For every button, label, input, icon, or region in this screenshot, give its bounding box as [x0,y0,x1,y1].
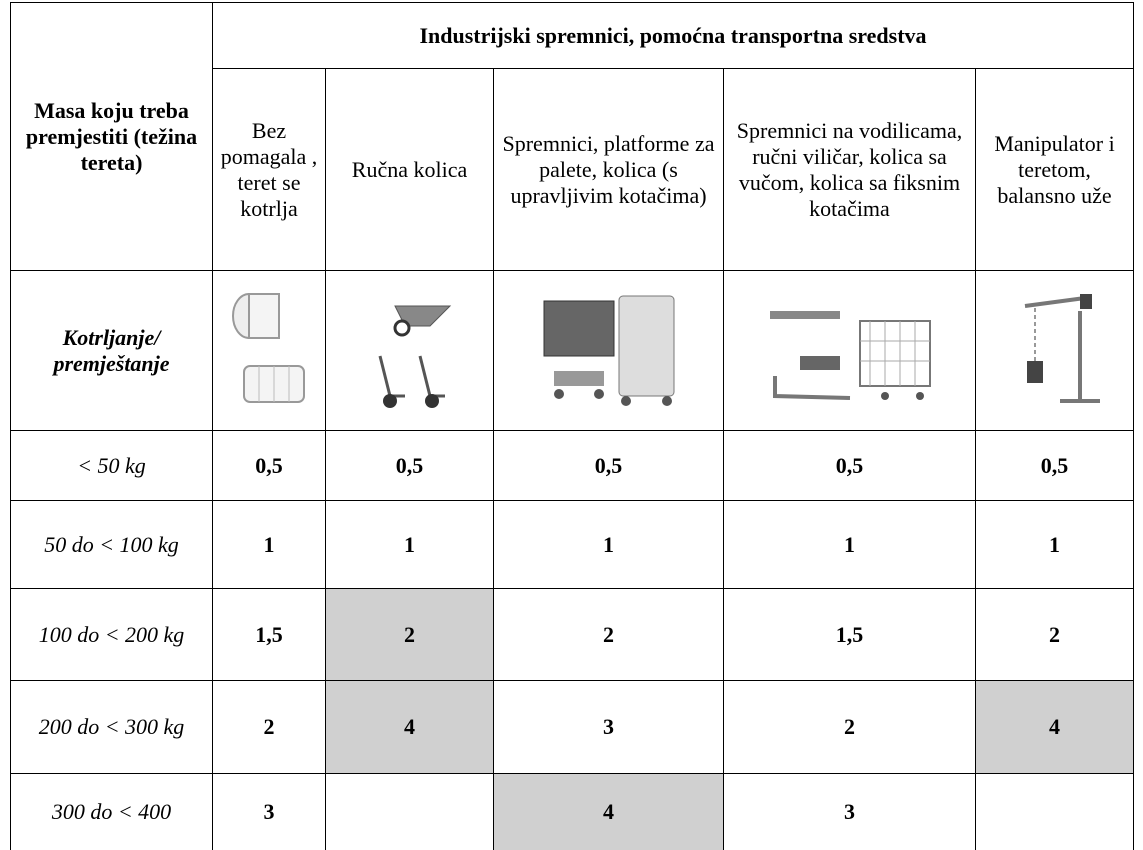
column-header: Manipulator i teretom, balansno uže [975,68,1134,271]
manipulator-icon [1024,293,1100,403]
data-row: 50 do < 100 kg 1 1 1 1 1 [10,500,1134,589]
value-cell: 1 [975,500,1134,589]
image-cell [325,270,494,431]
container-icon [543,295,674,406]
image-cell [975,270,1134,431]
value-cell: 0,5 [975,430,1134,501]
row-label: 200 do < 300 kg [10,680,213,774]
image-cell [493,270,724,431]
value-cell: 3 [723,773,976,850]
trolley-icon [769,310,931,400]
value-cell: 2 [975,588,1134,681]
group-title: Industrijski spremnici, pomoćna transpor… [212,2,1134,69]
value-cell [325,773,494,850]
image-cell [212,270,326,431]
value-cell [975,773,1134,850]
value-cell: 0,5 [493,430,724,501]
value-cell: 4 [493,773,724,850]
image-row: Kotrljanje/ premještanje [10,270,1134,431]
value-cell: 1 [325,500,494,589]
value-cell: 1,5 [212,588,326,681]
row-label: 100 do < 200 kg [10,588,213,681]
value-cell: 0,5 [723,430,976,501]
data-row: 300 do < 400 3 4 3 [10,773,1134,850]
value-cell: 0,5 [325,430,494,501]
value-cell: 1 [493,500,724,589]
column-header: Ručna kolica [325,68,494,271]
image-row-label: Kotrljanje/ premještanje [10,270,213,431]
mass-label: Masa koju treba premjestiti (težina tere… [10,2,213,271]
value-cell: 2 [723,680,976,774]
column-header: Spremnici, platforme za palete, kolica (… [493,68,724,271]
cart-icon [378,305,451,408]
column-header: Bez pomagala , teret se kotrlja [212,68,326,271]
data-row: < 50 kg 0,5 0,5 0,5 0,5 0,5 [10,430,1134,501]
value-cell: 4 [975,680,1134,774]
value-cell: 1 [723,500,976,589]
column-header-row: Bez pomagala , teret se kotrlja Ručna ko… [11,68,1134,271]
value-cell: 2 [493,588,724,681]
row-label: 300 do < 400 [10,773,213,850]
value-cell: 0,5 [212,430,326,501]
row-label: < 50 kg [10,430,213,501]
header-row: Masa koju treba premjestiti (težina tere… [10,2,1134,271]
data-row: 200 do < 300 kg 2 4 3 2 4 [10,680,1134,774]
data-row: 100 do < 200 kg 1,5 2 2 1,5 2 [10,588,1134,681]
value-cell: 1 [212,500,326,589]
value-cell: 2 [212,680,326,774]
value-cell: 1,5 [723,588,976,681]
value-cell: 3 [493,680,724,774]
image-cell [723,270,976,431]
roll-icon [232,292,305,403]
value-cell: 3 [212,773,326,850]
value-cell: 2 [325,588,494,681]
column-header: Spremnici na vodilicama, ručni viličar, … [723,68,976,271]
row-label: 50 do < 100 kg [10,500,213,589]
effort-table: Masa koju treba premjestiti (težina tere… [10,2,1134,850]
value-cell: 4 [325,680,494,774]
